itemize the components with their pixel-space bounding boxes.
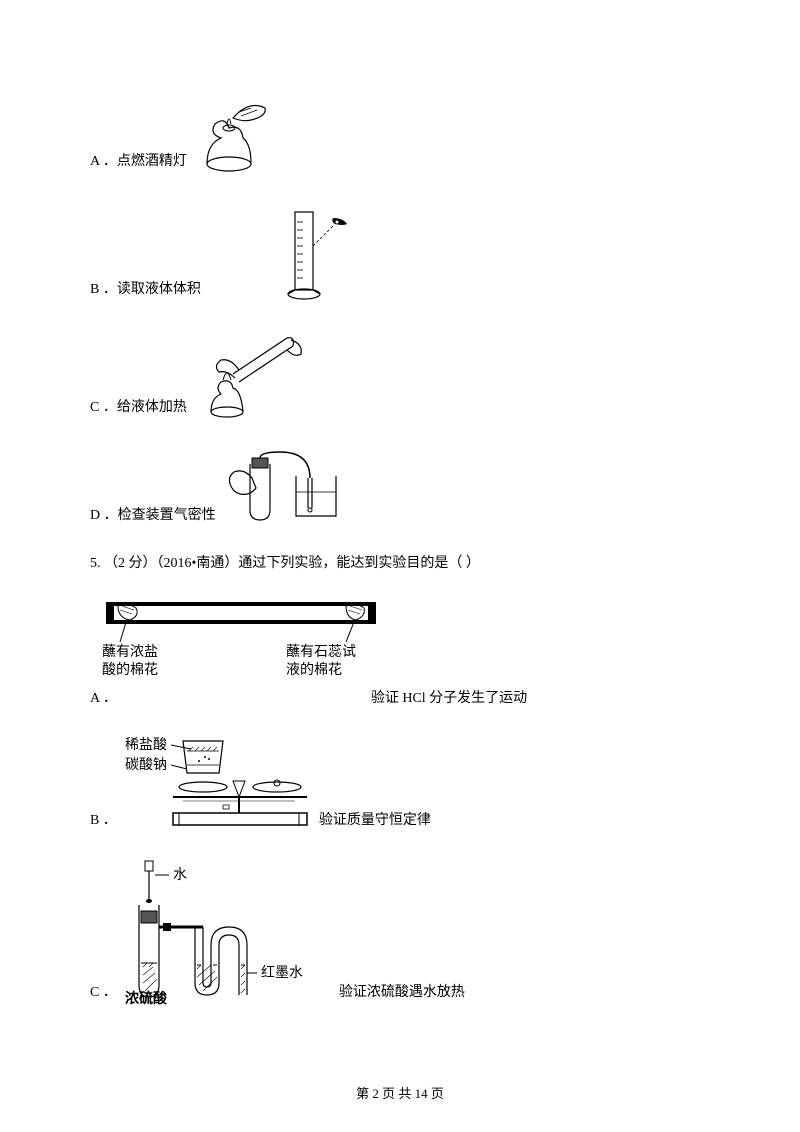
- q5c-desc: 验证浓硫酸遇水放热: [339, 981, 465, 1001]
- option-d: D ． 检查装置气密性: [90, 444, 710, 524]
- diagram-d-airtight-icon: [220, 448, 360, 528]
- option-c-text: 给液体加热: [117, 396, 187, 416]
- q5b-letter: B ．: [90, 809, 117, 829]
- question-5: 5. （2 分）（2016•南通）通过下列实验，能达到实验目的是（ ）: [90, 552, 710, 572]
- diagram-c-heating-icon: [191, 330, 311, 420]
- option-b: B ． 读取液体体积: [90, 198, 710, 298]
- option-c: C ． 给液体加热: [90, 326, 710, 416]
- option-b-text: 读取液体体积: [117, 278, 201, 298]
- question-5-text: 5. （2 分）（2016•南通）通过下列实验，能达到实验目的是（ ）: [90, 556, 480, 571]
- q5c-ink-label: 红墨水: [261, 965, 303, 981]
- q5a-left-label2: 酸的棉花: [102, 661, 158, 678]
- q5b-label1: 稀盐酸: [125, 737, 167, 753]
- option-c-letter: C ．: [90, 396, 117, 416]
- option-d-letter: D ．: [90, 504, 118, 524]
- diagram-b-cylinder-icon: [251, 204, 361, 304]
- q5-option-b: B ． 稀盐酸 碳酸钠 验证质量守恒定律: [90, 729, 710, 829]
- q5-option-a: 蘸有浓盐 酸的棉花 蘸有石蕊试 液的棉花 A ． 验证 HCl 分子发生了运动: [90, 596, 710, 707]
- q5-option-c: C ． 水 红墨水 浓硫酸 验证浓硫酸遇水放热: [90, 851, 710, 1001]
- q5b-desc: 验证质量守恒定律: [319, 809, 431, 829]
- q5c-letter: C ．: [90, 981, 117, 1001]
- option-a-text: 点燃酒精灯: [117, 150, 187, 170]
- q5a-tube-icon: 蘸有浓盐 酸的棉花 蘸有石蕊试 液的棉花: [96, 596, 386, 682]
- q5c-water-label: 水: [173, 867, 187, 883]
- q5c-apparatus-icon: 水 红墨水 浓硫酸: [123, 855, 303, 1005]
- q5b-label2: 碳酸钠: [125, 757, 167, 773]
- option-a: A ． 点燃酒精灯: [90, 90, 710, 170]
- q5a-right-label1: 蘸有石蕊试: [286, 644, 356, 660]
- option-b-letter: B ．: [90, 278, 117, 298]
- q5c-acid-label: 浓硫酸: [125, 990, 168, 1005]
- q5a-right-label2: 液的棉花: [286, 661, 342, 678]
- q5a-desc: 验证 HCl 分子发生了运动: [371, 687, 527, 707]
- q5a-left-label1: 蘸有浓盐: [102, 644, 158, 660]
- diagram-a-alcohol-lamp-icon: [191, 94, 271, 174]
- option-d-text: 检查装置气密性: [118, 504, 216, 524]
- page-footer: 第 2 页 共 14 页: [0, 1083, 800, 1102]
- q5b-balance-icon: 稀盐酸 碳酸钠: [123, 733, 313, 833]
- q5a-letter: A ．: [90, 687, 117, 707]
- option-a-letter: A ．: [90, 150, 117, 170]
